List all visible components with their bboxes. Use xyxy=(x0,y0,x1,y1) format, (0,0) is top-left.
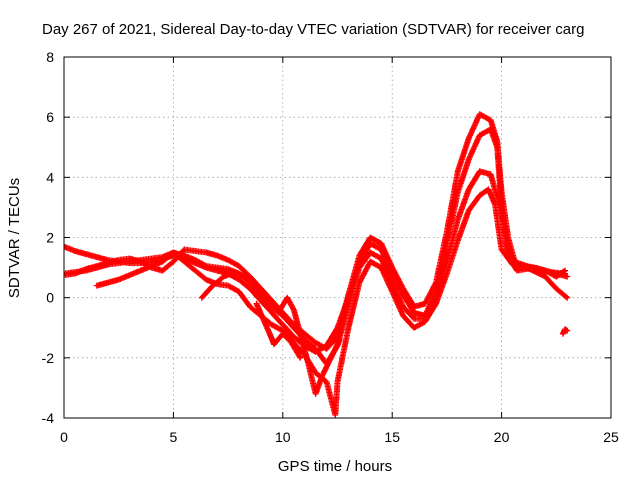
y-tick-label: 2 xyxy=(46,230,54,246)
y-tick-label: 6 xyxy=(46,109,54,125)
y-tick-label: 4 xyxy=(46,169,54,185)
y-tick-label: 8 xyxy=(46,49,54,65)
series-track-g xyxy=(559,326,571,337)
series-track-e xyxy=(198,269,343,397)
series-track-d xyxy=(64,111,569,352)
plus-markers xyxy=(198,269,343,397)
x-tick-label: 25 xyxy=(603,429,619,445)
y-axis-title: SDTVAR / TECUs xyxy=(6,178,23,298)
y-tick-label: 0 xyxy=(46,290,54,306)
series-track-f xyxy=(253,300,304,361)
plus-markers xyxy=(253,300,304,361)
x-axis-title: GPS time / hours xyxy=(278,458,392,475)
y-tick-label: -4 xyxy=(42,410,55,426)
x-tick-label: 15 xyxy=(384,429,400,445)
x-tick-label: 0 xyxy=(60,429,68,445)
chart-title: Day 267 of 2021, Sidereal Day-to-day VTE… xyxy=(42,21,584,38)
x-tick-label: 10 xyxy=(275,429,291,445)
y-tick-label: -2 xyxy=(42,350,55,366)
x-tick-label: 5 xyxy=(170,429,178,445)
axis-ticks: 0 5 10 15 20 25 -4 -2 0 2 4 6 8 xyxy=(42,49,619,445)
x-tick-label: 20 xyxy=(494,429,510,445)
plus-markers xyxy=(559,326,571,337)
data-series xyxy=(64,111,571,418)
plus-markers xyxy=(64,111,569,352)
